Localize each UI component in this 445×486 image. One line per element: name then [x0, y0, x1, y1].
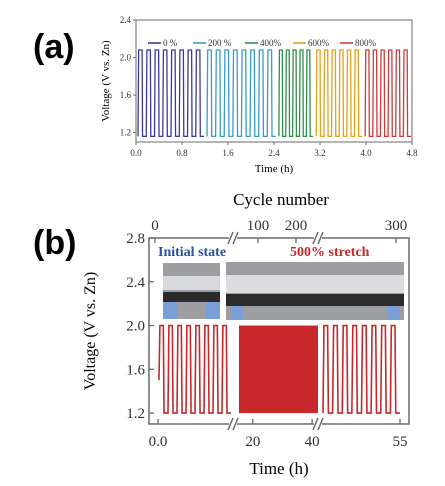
x-tick-label-a: 3.2: [314, 148, 325, 158]
legend-label-a: 200 %: [208, 38, 232, 48]
inset-photo-stretched: [226, 262, 404, 320]
series-line-a: [137, 49, 204, 138]
x-tick-label-a: 0.8: [176, 148, 188, 158]
x-axis-label-a: Time (h): [255, 163, 294, 175]
series-line-a: [364, 49, 411, 138]
y-ticks-a: 1.2 1.6 2.0 2.4: [120, 15, 136, 138]
top-tick-label-b: 200: [285, 218, 308, 234]
legend-label-a: 600%: [308, 38, 330, 48]
x-tick-label-a: 4.8: [406, 148, 418, 158]
voltage-trace-b: [158, 324, 400, 414]
x-tick-label-a: 0.0: [130, 148, 142, 158]
series-line-a: [315, 49, 363, 138]
y-tick-label-a: 1.6: [120, 90, 132, 100]
y-tick-label-a: 2.4: [120, 15, 132, 25]
y-tick-label-a: 2.0: [120, 53, 132, 63]
x-tick-label-a: 1.6: [222, 148, 234, 158]
trace-segment-b3: [322, 324, 400, 414]
panel-label-a: (a): [33, 28, 75, 66]
x-tick-label-b: 0.0: [149, 434, 168, 450]
series-line-a: [278, 49, 314, 138]
inset-photo-initial: [163, 263, 220, 319]
x-tick-label-b: 55: [393, 434, 408, 450]
panel-label-b: (b): [33, 224, 76, 262]
legend-label-a: 0 %: [163, 38, 178, 48]
legend-label-a: 800%: [355, 38, 377, 48]
trace-segment-b1: [158, 324, 231, 414]
legend-a: 0 % 200 % 400% 600% 800%: [148, 38, 377, 48]
axis-break-marks: [227, 230, 324, 432]
y-tick-label-b: 1.2: [126, 406, 145, 422]
top-tick-label-b: 300: [385, 218, 408, 234]
y-tick-label-b: 2.8: [126, 231, 145, 247]
x-tick-label-a: 4.0: [360, 148, 372, 158]
x-tick-label-b: 40: [305, 434, 320, 450]
y-ticks-b: 1.2 1.6 2.0 2.4 2.8: [126, 231, 154, 422]
voltage-traces-a: [137, 49, 411, 138]
y-tick-label-b: 2.0: [126, 319, 145, 335]
top-tick-label-b: 100: [247, 218, 270, 234]
x-tick-label-b: 20: [245, 434, 260, 450]
legend-label-a: 400%: [260, 38, 282, 48]
plot-frame-b: [148, 237, 410, 425]
y-axis-label-a: Voltage (V vs. Zn): [100, 40, 112, 122]
x-axis-label-b: Time (h): [249, 459, 308, 478]
y-tick-label-b: 1.6: [126, 362, 145, 378]
y-axis-label-b: Voltage (V vs. Zn): [82, 272, 99, 391]
y-tick-label-b: 2.4: [126, 275, 145, 291]
inset-label-stretch: 500% stretch: [290, 245, 370, 260]
top-axis-label-b: Cycle number: [233, 190, 329, 209]
top-tick-label-b: 0: [151, 218, 159, 234]
x-ticks-b: 0.0 20 40 55: [149, 419, 408, 450]
x-ticks-a: 0.0 0.8 1.6 2.4 3.2 4.0 4.8: [130, 142, 418, 158]
y-tick-label-a: 1.2: [120, 128, 131, 138]
trace-segment-b2-dense: [239, 325, 318, 414]
series-line-a: [206, 49, 276, 138]
inset-label-initial: Initial state: [158, 245, 226, 260]
x-tick-label-a: 2.4: [268, 148, 280, 158]
top-ticks-b: 0 100 200 300: [151, 218, 407, 243]
